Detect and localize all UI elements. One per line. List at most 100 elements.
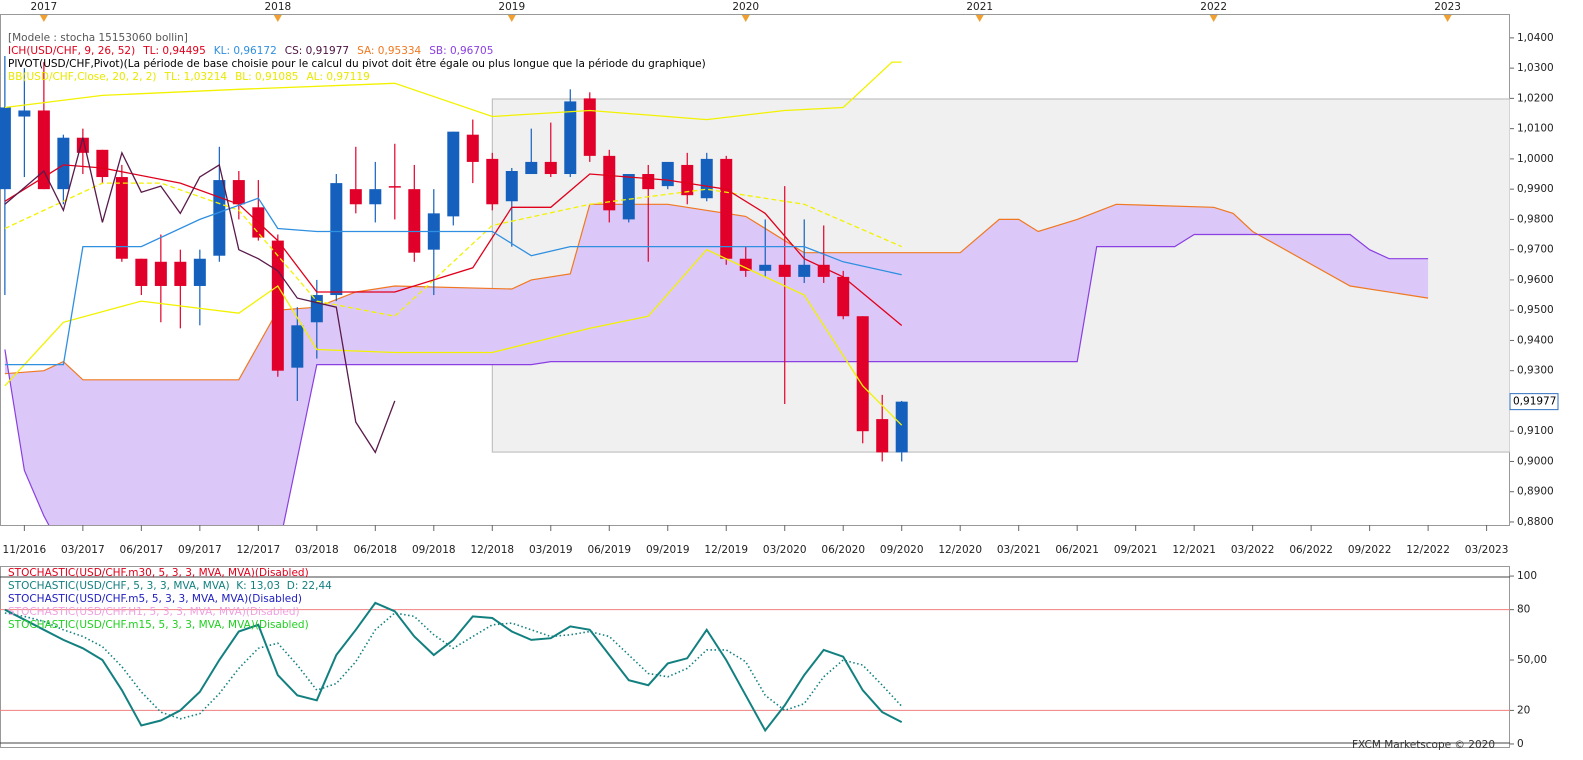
stoch-legend-item: STOCHASTIC(USD/CHF.m30, 5, 3, 3, MVA, MV… xyxy=(8,567,309,579)
y-tick-label: 0,9900 xyxy=(1517,183,1554,195)
year-label: 2020 xyxy=(732,1,759,13)
x-tick-label: 06/2020 xyxy=(821,544,865,556)
candle-body xyxy=(837,276,850,317)
y-tick-label: 0,9600 xyxy=(1517,274,1554,286)
stoch-line xyxy=(4,612,903,720)
legend-item: TL: 0,94495 xyxy=(142,45,206,57)
candle-body xyxy=(154,261,167,286)
x-tick-label: 06/2018 xyxy=(353,544,397,556)
main-axes: 1,0400 1,0300 1,0200 1,0100 1,0000 0,9900 0,98… xyxy=(3,1,1559,556)
candle-body xyxy=(603,155,616,211)
x-tick-label: 09/2019 xyxy=(646,544,690,556)
candle-body xyxy=(174,261,187,286)
year-marker xyxy=(741,15,750,22)
legend-item: PIVOT(USD/CHF,Pivot)(La période de base … xyxy=(8,58,706,70)
candle-body xyxy=(583,98,596,156)
year-label: 2023 xyxy=(1434,1,1461,13)
indicator-line xyxy=(4,197,902,366)
candle-body xyxy=(271,240,284,371)
cloud-line xyxy=(4,233,1429,525)
footer: FXCM Marketscope © 2020 xyxy=(1352,739,1495,751)
candle-body xyxy=(739,258,752,271)
legend-item: [Modele : stocha 15153060 bollin] xyxy=(8,32,188,44)
y-tick-label: 1,0100 xyxy=(1517,123,1554,135)
legend-item: ICH(USD/CHF, 9, 26, 52) xyxy=(8,45,135,57)
y-tick-label: 20 xyxy=(1517,704,1530,716)
y-tick-label: 0,9300 xyxy=(1517,365,1554,377)
x-tick-label: 03/2017 xyxy=(61,544,105,556)
stoch-legend-item: STOCHASTIC(USD/CHF.m15, 5, 3, 3, MVA, MV… xyxy=(8,619,309,631)
legend-item: AL: 0,97119 xyxy=(306,71,369,83)
y-tick-label: 0,9000 xyxy=(1517,455,1554,467)
y-tick-label: 0,9100 xyxy=(1517,425,1554,437)
candle-body xyxy=(564,101,577,175)
candle-body xyxy=(135,258,148,286)
x-tick-label: 09/2018 xyxy=(412,544,456,556)
year-marker xyxy=(1209,15,1218,22)
y-tick-label: 50,00 xyxy=(1517,654,1547,666)
y-tick-label: 0,8800 xyxy=(1517,516,1554,528)
x-tick-label: 03/2019 xyxy=(529,544,573,556)
legend-item: SB: 0,96705 xyxy=(429,45,493,57)
legend-row: BB(USD/CHF,Close, 20, 2, 2) TL: 1,03214 BL… xyxy=(8,71,370,83)
candle-body xyxy=(759,264,772,271)
candle-body xyxy=(505,170,518,202)
x-tick-label: 03/2021 xyxy=(997,544,1041,556)
indicator-line xyxy=(4,182,902,317)
x-tick-label: 03/2022 xyxy=(1231,544,1275,556)
candle-body xyxy=(856,316,869,432)
legend-item: CS: 0,91977 xyxy=(285,45,349,57)
x-tick-label: 03/2020 xyxy=(763,544,807,556)
year-label: 2017 xyxy=(30,1,57,13)
legend-item: TL: 1,03214 xyxy=(164,71,228,83)
price-tag-label: 0,91977 xyxy=(1513,396,1556,408)
year-label: 2018 xyxy=(264,1,291,13)
legend-item: SA: 0,95334 xyxy=(357,45,421,57)
y-tick-label: 0,9500 xyxy=(1517,304,1554,316)
stoch-line xyxy=(4,601,903,733)
candle-body xyxy=(349,189,362,205)
cloud-fill xyxy=(4,204,1429,525)
y-tick-label: 1,0300 xyxy=(1517,62,1554,74)
y-tick-label: 0,9400 xyxy=(1517,334,1554,346)
x-tick-label: 06/2017 xyxy=(120,544,164,556)
legend-row: [Modele : stocha 15153060 bollin] xyxy=(8,32,188,44)
legend-row: ICH(USD/CHF, 9, 26, 52) TL: 0,94495 KL: 0,… xyxy=(8,45,493,57)
candle-body xyxy=(330,183,343,296)
year-marker xyxy=(273,15,282,22)
y-tick-label: 80 xyxy=(1517,604,1530,616)
x-tick-label: 12/2019 xyxy=(704,544,748,556)
y-tick-label: 1,0000 xyxy=(1517,153,1554,165)
y-tick-label: 0,9800 xyxy=(1517,213,1554,225)
x-tick-label: 12/2018 xyxy=(470,544,514,556)
candle-body xyxy=(817,264,830,277)
x-tick-label: 12/2017 xyxy=(237,544,281,556)
indicator-line xyxy=(4,164,903,326)
candle-body xyxy=(798,264,811,277)
candle-body xyxy=(193,258,206,286)
stoch-axes: 100 80 50,00 20 0 STOCHASTIC(USD/CHF.m30, 5, … xyxy=(8,567,1547,750)
candle-body xyxy=(642,174,655,190)
candle-body xyxy=(544,161,557,175)
candle-body xyxy=(291,325,304,368)
indicator-line xyxy=(4,137,396,454)
y-tick-label: 1,0400 xyxy=(1517,32,1554,44)
candle-body xyxy=(622,174,635,220)
candle-body xyxy=(388,186,401,188)
year-marker xyxy=(39,15,48,22)
candle-body xyxy=(466,134,479,162)
indicator-line xyxy=(4,248,903,426)
y-tick-label: 100 xyxy=(1517,570,1537,582)
cloud-line xyxy=(4,203,1429,381)
year-label: 2019 xyxy=(498,1,525,13)
year-marker xyxy=(1443,15,1452,22)
candle-body xyxy=(661,161,674,187)
x-tick-label: 03/2023 xyxy=(1465,544,1509,556)
x-tick-label: 06/2021 xyxy=(1055,544,1099,556)
candle-body xyxy=(681,164,694,196)
legend-row: PIVOT(USD/CHF,Pivot)(La période de base … xyxy=(8,58,706,70)
x-tick-label: 11/2016 xyxy=(3,544,47,556)
price-tag xyxy=(1509,393,1559,411)
